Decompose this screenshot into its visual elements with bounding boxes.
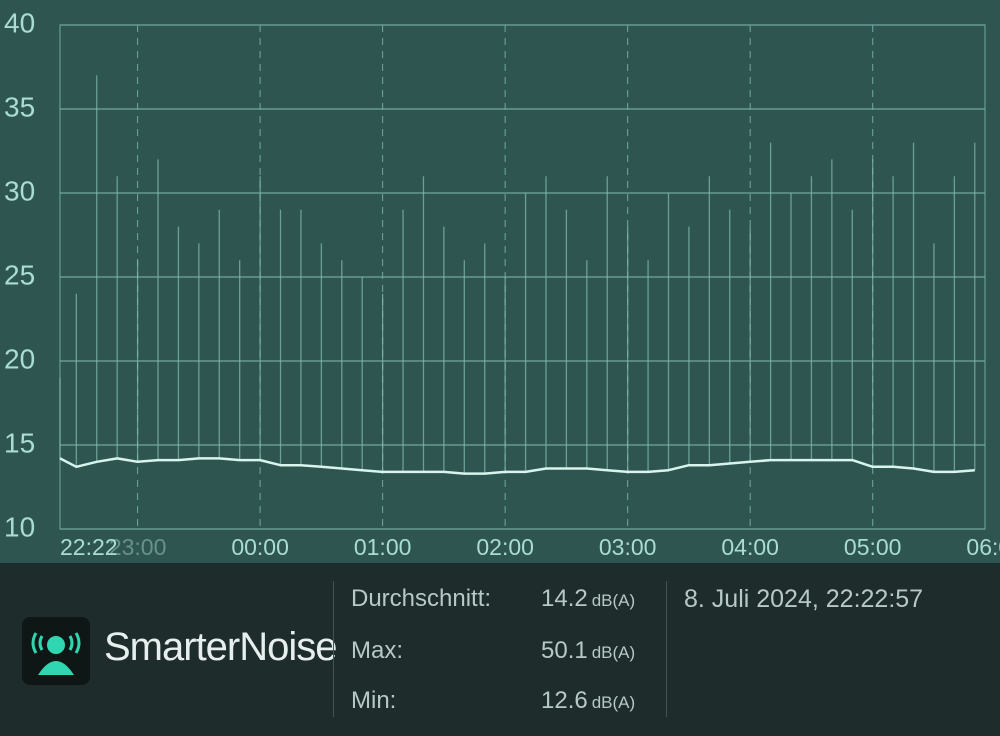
x-tick-label: 05:00 [844, 534, 902, 560]
stat-value-wrap: 50.1 dB(A) [541, 637, 635, 665]
y-tick-label: 30 [4, 175, 35, 206]
stat-value-wrap: 14.2 dB(A) [541, 585, 635, 613]
y-tick-label: 25 [4, 259, 35, 290]
y-tick-label: 15 [4, 427, 35, 458]
x-tick-label: 23:00 [109, 534, 167, 560]
date: 8. Juli 2024, 22:22:57 [684, 585, 924, 613]
y-tick-label: 40 [4, 7, 35, 38]
x-tick-label: 06:00 [966, 534, 1000, 560]
x-tick-label: 00:00 [231, 534, 289, 560]
separator [333, 581, 334, 717]
footer: SmarterNoise Durchschnitt: 14.2 dB(A) Max… [0, 563, 1000, 736]
y-tick-label: 35 [4, 91, 35, 122]
stat-value: 12.6 [541, 687, 588, 714]
stat-unit: dB(A) [591, 591, 636, 610]
x-tick-label: 04:00 [721, 534, 779, 560]
x-tick-label: 02:00 [476, 534, 534, 560]
y-tick-label: 20 [4, 343, 35, 374]
stat-value-wrap: 12.6 dB(A) [541, 687, 635, 715]
x-tick-label: 22:22 [60, 534, 118, 560]
y-tick-label: 10 [4, 511, 35, 542]
stat-value: 14.2 [541, 585, 588, 612]
stat-unit: dB(A) [591, 693, 636, 712]
x-tick-label: 03:00 [599, 534, 657, 560]
stat-label: Min: [351, 687, 397, 714]
x-tick-label: 01:00 [354, 534, 412, 560]
app-icon [22, 617, 90, 685]
stat-value: 50.1 [541, 637, 588, 664]
noise-line [59, 457, 975, 475]
stat-unit: dB(A) [591, 643, 636, 662]
app-name: SmarterNoise [104, 625, 338, 669]
stat-label: Durchschnitt: [351, 585, 492, 612]
separator [666, 581, 667, 717]
stat-label: Max: [351, 637, 404, 664]
